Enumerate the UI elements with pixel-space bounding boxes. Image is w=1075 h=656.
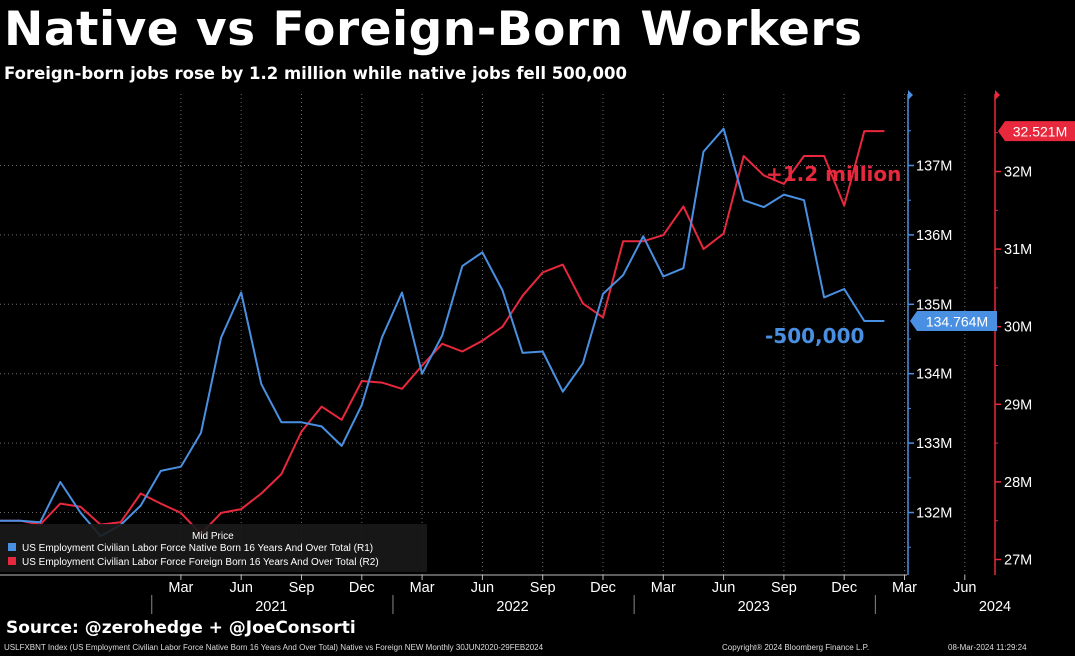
x-tick-label: Sep <box>289 580 315 596</box>
y-tick-label-r2: 32M <box>1004 165 1032 181</box>
footer-copyright: Copyright® 2024 Bloomberg Finance L.P. <box>722 643 870 652</box>
x-tick-label: Mar <box>168 580 193 596</box>
chart-subtitle: Foreign-born jobs rose by 1.2 million wh… <box>4 64 627 83</box>
series-lines <box>0 127 885 538</box>
native-last-value-label: 134.764M <box>926 313 988 329</box>
native-last-value-tag <box>910 310 997 331</box>
y-axis-r1-arrow <box>908 90 913 100</box>
y-tick-label-r2: 28M <box>1004 475 1032 491</box>
x-year-label: 2023 <box>738 599 770 615</box>
x-year-label: 2024 <box>979 599 1011 615</box>
x-tick-label: Jun <box>230 580 253 596</box>
chart-labels: 134.764M 32.521M +1.2 million -500,000 Mid P… <box>0 121 1075 572</box>
x-tick-label: Sep <box>530 580 556 596</box>
x-tick-label: Jun <box>712 580 735 596</box>
native-born-series-line <box>0 127 885 538</box>
foreign-born-series-line <box>0 130 885 535</box>
native-change-annotation: -500,000 <box>765 324 864 348</box>
y-tick-label-r1: 132M <box>916 506 952 522</box>
x-year-label: 2022 <box>496 599 528 615</box>
x-tick-label: Dec <box>590 580 616 596</box>
x-tick-label: Jun <box>953 580 976 596</box>
foreign-last-value-label: 32.521M <box>1013 124 1067 140</box>
source-note: Source: @zerohedge + @JoeConsorti <box>6 618 356 638</box>
y-axis-r2-arrow <box>995 90 1000 100</box>
y-tick-label-r1: 134M <box>916 367 952 383</box>
y-tick-label-r1: 135M <box>916 297 952 313</box>
x-tick-label: Mar <box>410 580 435 596</box>
x-tick-label: Jun <box>471 580 494 596</box>
y-tick-label-r2: 29M <box>1004 397 1032 413</box>
legend-swatch-native <box>8 543 16 551</box>
y-tick-label-r1: 136M <box>916 228 952 244</box>
legend-swatch-foreign <box>8 557 16 565</box>
y-tick-label-r1: 137M <box>916 159 952 175</box>
x-year-label: 2021 <box>255 599 287 615</box>
x-tick-label: Mar <box>892 580 917 596</box>
footer-timestamp: 08-Mar-2024 11:29:24 <box>948 643 1027 652</box>
legend-title: Mid Price <box>192 531 234 542</box>
x-tick-label: Dec <box>349 580 375 596</box>
legend-box <box>0 524 427 572</box>
y-tick-label-r2: 27M <box>1004 553 1032 569</box>
legend-label-foreign: US Employment Civilian Labor Force Forei… <box>22 557 379 568</box>
x-tick-label: Dec <box>831 580 857 596</box>
y-tick-label-r1: 133M <box>916 436 952 452</box>
gridlines <box>0 94 966 575</box>
y-tick-label-r2: 31M <box>1004 242 1032 258</box>
footer-index-note: USLFXBNT Index (US Employment Civilian L… <box>4 643 544 652</box>
legend-label-native: US Employment Civilian Labor Force Nativ… <box>22 543 373 554</box>
x-tick-label: Sep <box>771 580 797 596</box>
chart-title: Native vs Foreign-Born Workers <box>4 2 863 57</box>
y-tick-label-r2: 30M <box>1004 320 1032 336</box>
foreign-last-value-tag <box>998 121 1075 142</box>
axes: Mar Jun Sep Dec Mar Jun Sep Dec Mar Jun Sep Dec Mar J… <box>0 90 1032 615</box>
x-tick-label: Mar <box>651 580 676 596</box>
foreign-change-annotation: +1.2 million <box>766 162 901 186</box>
